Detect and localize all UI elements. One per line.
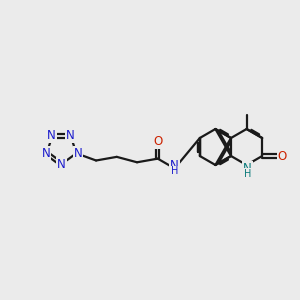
Text: N: N <box>74 147 82 160</box>
Text: N: N <box>57 158 66 171</box>
Text: H: H <box>244 169 251 179</box>
Text: N: N <box>243 162 252 176</box>
Text: N: N <box>170 159 179 172</box>
Text: N: N <box>42 147 50 161</box>
Text: O: O <box>153 135 162 148</box>
Text: O: O <box>278 149 287 163</box>
Text: H: H <box>171 167 178 176</box>
Text: N: N <box>66 129 75 142</box>
Text: N: N <box>47 129 56 142</box>
